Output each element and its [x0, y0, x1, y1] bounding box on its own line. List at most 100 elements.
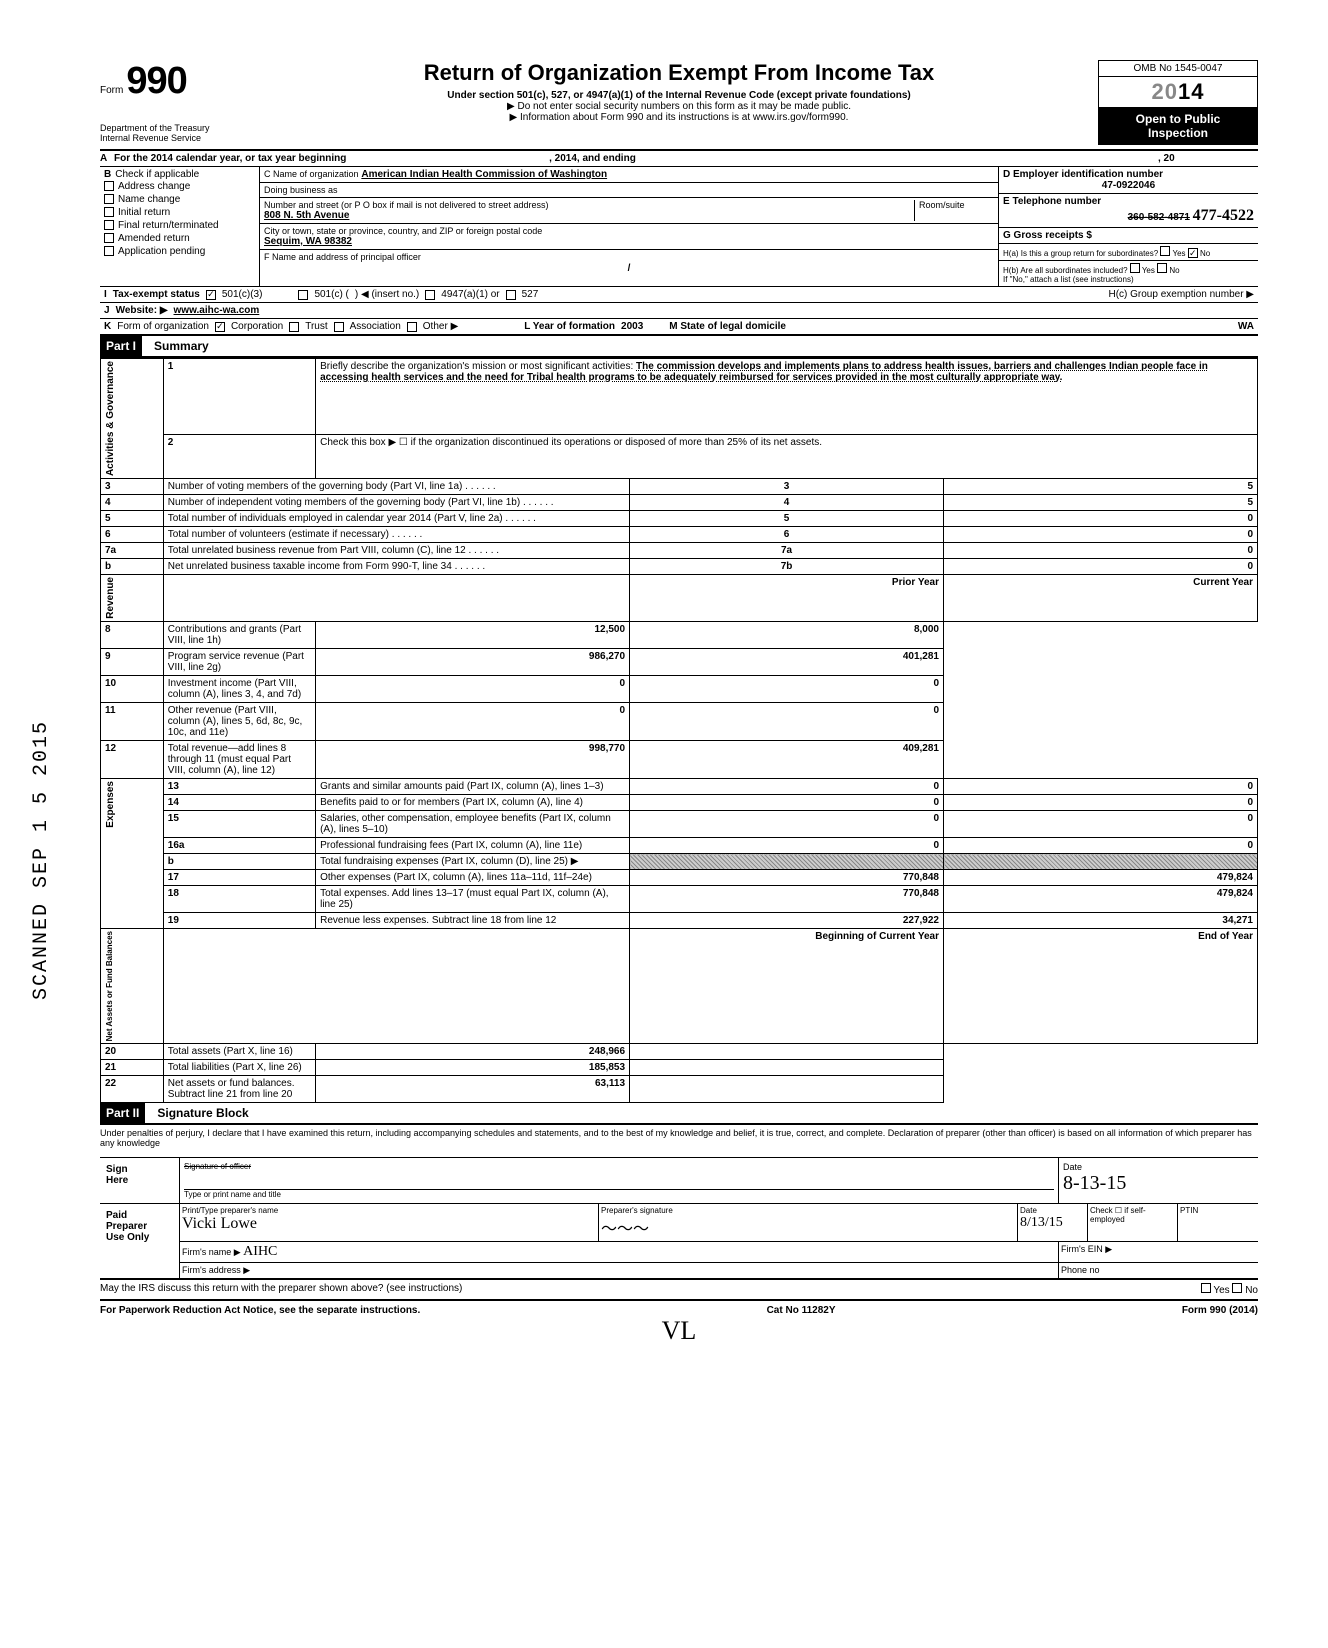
4947-checkbox[interactable]	[425, 290, 435, 300]
line-num: 17	[163, 870, 315, 886]
part-i-header: Part I Summary	[100, 336, 1258, 358]
line-desc: Total fundraising expenses (Part IX, col…	[316, 854, 630, 870]
colb-checkbox[interactable]	[104, 207, 114, 217]
footer-right: Form 990 (2014)	[1182, 1305, 1258, 1316]
end-val	[630, 1044, 944, 1060]
prior-val: 12,500	[316, 622, 630, 649]
discuss-no: No	[1245, 1285, 1258, 1296]
line-num: 22	[101, 1076, 164, 1103]
527-checkbox[interactable]	[506, 290, 516, 300]
hc-label: H(c) Group exemption number ▶	[1108, 289, 1254, 300]
colb-item: Application pending	[104, 245, 255, 258]
ha-no-checkbox[interactable]: ✓	[1188, 248, 1198, 258]
phone-label: E Telephone number	[1003, 196, 1254, 207]
line-num: 8	[101, 622, 164, 649]
hb-no-checkbox[interactable]	[1157, 263, 1167, 273]
row-a-left: For the 2014 calendar year, or tax year …	[114, 153, 1158, 164]
current-val: 0	[944, 811, 1258, 838]
current-val-shaded	[944, 854, 1258, 870]
row-j-letter: J	[104, 305, 110, 316]
line-desc: Number of independent voting members of …	[163, 495, 629, 511]
colb-label: Application pending	[118, 246, 205, 257]
line-box: 6	[630, 527, 944, 543]
corp-checkbox[interactable]: ✓	[215, 322, 225, 332]
discuss-yes-checkbox[interactable]	[1201, 1283, 1211, 1293]
prior-val: 0	[316, 703, 630, 741]
colb-item: Name change	[104, 193, 255, 206]
scanned-stamp: SCANNED SEP 1 5 2015	[30, 720, 53, 1000]
line-val: 0	[944, 559, 1258, 575]
signature-block: Sign Here Signature of officer Type or p…	[100, 1157, 1258, 1279]
line-val: 5	[944, 479, 1258, 495]
501c-checkbox[interactable]	[298, 290, 308, 300]
side-revenue: Revenue	[105, 577, 116, 619]
ha-row: H(a) Is this a group return for subordin…	[999, 244, 1258, 262]
self-employed-cell: Check ☐ if self-employed	[1088, 1204, 1178, 1241]
form-header: Form 990 Department of the Treasury Inte…	[100, 60, 1258, 151]
end-val	[630, 1076, 944, 1103]
other-checkbox[interactable]	[407, 322, 417, 332]
date-label: Date	[1063, 1162, 1254, 1172]
perjury-text: Under penalties of perjury, I declare th…	[100, 1125, 1258, 1151]
open-to-public: Open to Public Inspection	[1098, 108, 1258, 145]
preparer-label: Paid Preparer Use Only	[100, 1204, 180, 1278]
current-val: 0	[944, 779, 1258, 795]
dba-row: Doing business as	[260, 183, 998, 198]
officer-sig-cell: Signature of officer Type or print name …	[180, 1158, 1058, 1203]
line-num: 15	[163, 811, 315, 838]
current-val: 0	[630, 703, 944, 741]
line-num: 9	[101, 649, 164, 676]
trust-checkbox[interactable]	[289, 322, 299, 332]
hb-yes-checkbox[interactable]	[1130, 263, 1140, 273]
phone-row: E Telephone number 360-582-4871 477-4522	[999, 194, 1258, 228]
row-j-label: Website: ▶	[116, 305, 168, 316]
colb-label: Amended return	[118, 233, 190, 244]
form-id-block: Form 990 Department of the Treasury Inte…	[100, 60, 260, 143]
row-k: K Form of organization ✓ Corporation Tru…	[100, 319, 1258, 336]
colb-checkbox[interactable]	[104, 194, 114, 204]
assoc-checkbox[interactable]	[334, 322, 344, 332]
row-a-right: , 20	[1158, 153, 1258, 164]
line-box: 7a	[630, 543, 944, 559]
irs-discuss-row: May the IRS discuss this return with the…	[100, 1279, 1258, 1301]
current-val: 0	[630, 676, 944, 703]
part-i-title: Summary	[154, 339, 209, 353]
current-val: 8,000	[630, 622, 944, 649]
colb-label: Address change	[118, 181, 190, 192]
officer-label: F Name and address of principal officer	[264, 252, 421, 262]
colb-checkbox[interactable]	[104, 246, 114, 256]
line-1-num: 1	[163, 359, 315, 434]
colb-checkbox[interactable]	[104, 233, 114, 243]
phone-handwritten: 477-4522	[1193, 207, 1254, 224]
line-num: 12	[101, 741, 164, 779]
state-domicile-label: M State of legal domicile	[669, 321, 786, 332]
opt-assoc: Association	[350, 321, 401, 332]
501c3-checkbox[interactable]: ✓	[206, 290, 216, 300]
dba-label: Doing business as	[264, 185, 338, 195]
year-formation-label: L Year of formation	[524, 321, 615, 332]
col-c: C Name of organization American Indian H…	[260, 167, 998, 287]
title-block: Return of Organization Exempt From Incom…	[260, 60, 1098, 123]
line-desc: Other revenue (Part VIII, column (A), li…	[163, 703, 315, 741]
line-desc: Total assets (Part X, line 16)	[163, 1044, 315, 1060]
line-desc: Total number of individuals employed in …	[163, 511, 629, 527]
prep-date-label: Date	[1020, 1206, 1085, 1215]
line-desc: Total revenue—add lines 8 through 11 (mu…	[163, 741, 315, 779]
line-desc: Salaries, other compensation, employee b…	[316, 811, 630, 838]
org-name-label: C Name of organization	[264, 169, 359, 180]
open-line2: Inspection	[1100, 126, 1256, 140]
prep-name-label: Print/Type preparer's name	[182, 1206, 596, 1215]
ha-yes-checkbox[interactable]	[1160, 246, 1170, 256]
colb-checkbox[interactable]	[104, 220, 114, 230]
line-num: 13	[163, 779, 315, 795]
discuss-no-checkbox[interactable]	[1232, 1283, 1242, 1293]
current-year-header: Current Year	[944, 575, 1258, 622]
colb-label: Initial return	[118, 207, 170, 218]
dept-treasury: Department of the Treasury	[100, 123, 260, 133]
side-expenses: Expenses	[105, 781, 116, 828]
subtitle-2: ▶ Do not enter social security numbers o…	[270, 101, 1088, 112]
city-label: City or town, state or province, country…	[264, 226, 994, 236]
line-desc: Total unrelated business revenue from Pa…	[163, 543, 629, 559]
colb-checkbox[interactable]	[104, 181, 114, 191]
hb-row: H(b) Are all subordinates included? Yes …	[999, 261, 1258, 286]
